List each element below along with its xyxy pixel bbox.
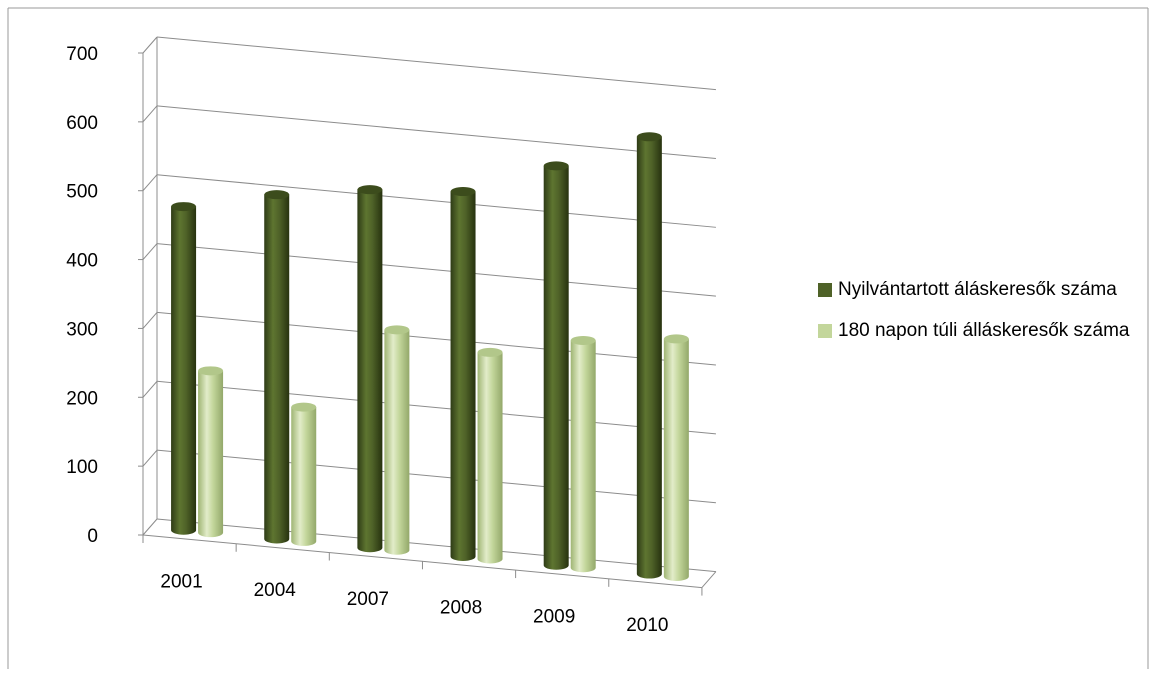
x-tick-label: 2001	[160, 571, 202, 592]
bar-registered-2008	[450, 187, 476, 561]
bar-top	[543, 161, 569, 171]
y-tick-label: 400	[66, 251, 98, 272]
bar-registered-2007	[357, 185, 383, 553]
bar-top	[264, 190, 290, 200]
bar-body	[171, 206, 197, 535]
bar-body	[198, 370, 224, 538]
y-tick-label: 700	[66, 44, 98, 65]
bar-top	[477, 347, 503, 357]
bar-top	[171, 202, 197, 212]
bar-top	[357, 185, 383, 195]
bar-long-term-2008	[477, 347, 503, 564]
y-tick-label: 600	[66, 113, 98, 134]
gridline	[156, 243, 716, 297]
legend-item-series-1: Nyilvántartott áláskeresők száma	[818, 276, 1148, 303]
legend-swatch-dark-green	[818, 283, 832, 297]
y-tick-label: 200	[66, 388, 98, 409]
bar-long-term-2001	[198, 366, 224, 538]
bar-body	[663, 338, 689, 581]
bar-top	[450, 187, 476, 197]
gridline	[156, 518, 716, 573]
bar-body	[450, 191, 476, 561]
x-tick-label: 2007	[347, 589, 389, 610]
bar-body	[636, 136, 662, 579]
legend-label: Nyilvántartott áláskeresők száma	[838, 279, 1117, 300]
bar-registered-2010	[636, 132, 662, 579]
gridline-side	[142, 518, 158, 536]
bar-top	[384, 325, 410, 335]
gridline	[156, 174, 716, 228]
bar-long-term-2009	[570, 335, 596, 573]
y-tick-label: 0	[87, 526, 98, 547]
bar-long-term-2010	[663, 334, 689, 581]
bar-top	[636, 132, 662, 142]
x-tick-label: 2004	[254, 580, 297, 601]
bar-long-term-2004	[291, 402, 317, 546]
legend-label: 180 napon túli álláskeresők száma	[838, 320, 1130, 341]
x-tick-label: 2008	[440, 598, 482, 619]
bar-body	[264, 194, 290, 544]
gridline-side	[142, 243, 158, 260]
bar-body	[384, 329, 410, 555]
gridline	[156, 380, 716, 435]
bar-body	[291, 407, 317, 546]
gridline-side	[142, 36, 158, 54]
bar-long-term-2007	[384, 325, 410, 555]
legend-swatch-light-green	[818, 324, 832, 338]
bar-body	[570, 340, 596, 573]
x-tick-label: 2009	[533, 606, 575, 627]
gridline	[156, 311, 716, 366]
y-tick-label: 300	[66, 319, 98, 340]
legend: Nyilvántartott áláskeresők száma 180 nap…	[818, 276, 1148, 358]
bar-body	[477, 352, 503, 564]
bar-registered-2009	[543, 161, 569, 570]
gridlines	[142, 36, 716, 573]
gridline-side	[142, 312, 158, 329]
gridline	[156, 105, 716, 159]
bar-top	[570, 335, 596, 345]
y-tick-label: 500	[66, 182, 98, 203]
gridline-side	[142, 449, 158, 467]
bar-body	[543, 165, 569, 570]
bar-body	[357, 189, 383, 553]
legend-item-series-2: 180 napon túli álláskeresők száma	[818, 317, 1148, 344]
bar-registered-2004	[264, 190, 290, 544]
y-tick-label: 100	[66, 457, 98, 478]
bar-top	[291, 402, 317, 412]
bar-registered-2001	[171, 202, 197, 535]
gridline-side	[142, 105, 158, 123]
bar-top	[198, 366, 224, 376]
x-tick-label: 2010	[626, 615, 668, 636]
gridline-side	[142, 380, 158, 398]
bars	[171, 132, 689, 581]
bar-top	[663, 334, 689, 344]
gridline	[156, 36, 716, 91]
floor-edge	[701, 571, 717, 588]
gridline-side	[142, 174, 158, 192]
gridline	[156, 449, 716, 504]
axes: 0 100 200 300 400 500 600 700 2001 2004 2007 2008 20…	[66, 37, 717, 636]
